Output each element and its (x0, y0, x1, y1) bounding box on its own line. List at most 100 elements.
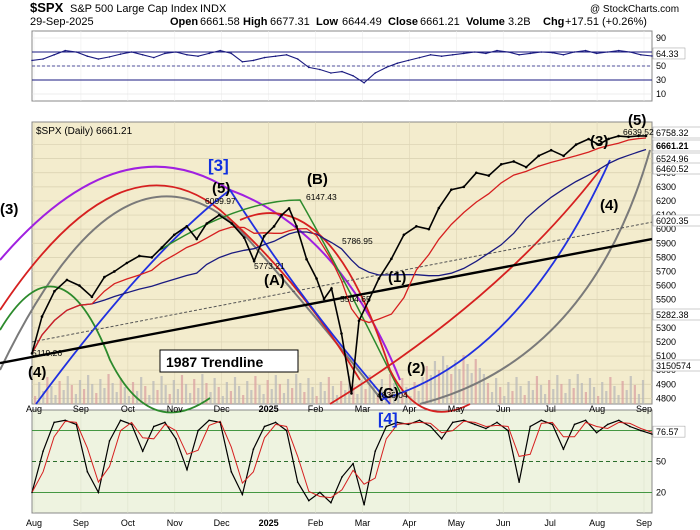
price-point (350, 392, 353, 395)
volume-bar (376, 393, 379, 404)
price-point (402, 233, 406, 237)
rsi-point (296, 58, 299, 60)
volume-bar (486, 383, 490, 404)
volume-bar (560, 384, 563, 404)
volume-bar (107, 374, 110, 404)
rsi-point (241, 61, 244, 63)
right-label-box (652, 359, 700, 372)
cycle-curve (419, 149, 651, 405)
stoch-point (230, 471, 233, 473)
trendline-label-box (159, 349, 299, 373)
price-label-aug-low: 5119.26 (32, 348, 62, 358)
rsi-point (31, 59, 33, 62)
stoch-point (507, 429, 509, 432)
volume-bar (74, 394, 77, 404)
rsi-point (462, 52, 465, 55)
volume-bar (99, 379, 102, 404)
volume-bar (384, 388, 388, 404)
price-point (230, 222, 233, 225)
volume-bar (38, 382, 41, 404)
volume-bar (291, 388, 294, 404)
stoch-point (606, 423, 609, 426)
rsi-last-value: 64.33 (656, 49, 679, 59)
wave-label-3-bracket: [3] (208, 156, 229, 175)
wave-label-3-right: (3) (590, 133, 608, 150)
volume-bar (539, 385, 543, 404)
volume-bar (360, 380, 363, 404)
month-label-price: Apr (402, 404, 416, 414)
price-tick-label: 5200 (656, 337, 676, 347)
rsi-point (352, 75, 354, 77)
stoch-point (529, 425, 532, 428)
rsi-point (219, 49, 222, 52)
stoch-point (418, 419, 421, 422)
ma-50-line (31, 137, 647, 354)
stoch-point (651, 433, 653, 435)
volume-bar (299, 383, 302, 404)
month-label-bottom: Mar (355, 518, 371, 528)
stoch-point (518, 481, 520, 483)
volume-bar (397, 392, 400, 404)
rsi-point (629, 51, 631, 53)
month-label-price: Mar (355, 404, 371, 414)
stoch-point (540, 419, 543, 422)
rsi-value-box (652, 47, 686, 60)
indicator-layer (31, 49, 653, 506)
price-point (252, 259, 256, 263)
price-label-low-a: 5773.21 (254, 261, 285, 271)
volume-bar (495, 378, 498, 404)
volume-bar (172, 380, 175, 404)
rsi-point (485, 52, 487, 55)
volume-bar (148, 395, 151, 404)
trendline-label: 1987 Trendline (166, 354, 263, 370)
volume-bar (592, 387, 596, 404)
price-point (537, 154, 540, 158)
price-point (340, 332, 343, 335)
right-label-box (652, 139, 700, 152)
volume-bar (564, 393, 567, 404)
price-point (357, 319, 361, 323)
volume-bar (103, 388, 106, 404)
volume-bar (270, 389, 273, 404)
volume-bar (429, 375, 432, 404)
rsi-point (130, 51, 133, 53)
price-tick-label: 5100 (656, 351, 676, 361)
volume-bar (348, 376, 351, 404)
month-label-bottom: Dec (214, 518, 231, 528)
price-point (295, 225, 298, 228)
price-point (427, 227, 431, 231)
cycle-curve (329, 169, 601, 405)
volume-bar (437, 370, 441, 404)
price-label-apr-low: 4835.04 (377, 390, 408, 400)
volume-bar (197, 388, 200, 404)
price-point (30, 352, 34, 355)
month-label-bottom: Nov (167, 518, 184, 528)
volume-bar (91, 384, 94, 404)
price-point (562, 154, 565, 158)
stoch-point (385, 425, 388, 428)
price-point (217, 213, 221, 217)
stoch-point (496, 421, 498, 424)
volume-bar (307, 378, 310, 404)
rsi-point (385, 66, 388, 69)
stoch-point (130, 423, 133, 426)
month-label-bottom: Sep (636, 518, 652, 528)
volume-bar (209, 392, 212, 404)
rsi-tick-label: 30 (656, 75, 666, 85)
volume-bar (242, 395, 245, 404)
volume-bar (470, 373, 473, 404)
volume-bar (87, 375, 90, 404)
stoch-point (42, 450, 44, 453)
right-label-box (652, 308, 700, 321)
credit-text: @ StockCharts.com (590, 4, 679, 15)
rsi-point (418, 56, 421, 59)
stoch-point (363, 503, 365, 506)
volume-bar (421, 377, 424, 404)
rsi-point (208, 52, 210, 55)
price-point (322, 297, 326, 301)
volume-bar (282, 393, 286, 404)
stoch-point (208, 419, 210, 422)
volume-bar (319, 382, 322, 404)
volume-bar (633, 385, 636, 404)
volume-bar (356, 394, 359, 404)
